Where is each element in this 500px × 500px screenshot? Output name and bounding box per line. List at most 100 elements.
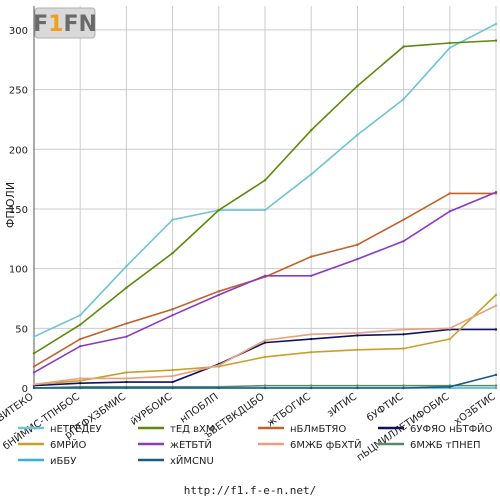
data-point	[448, 41, 451, 45]
data-point	[79, 379, 82, 383]
y-tick-label: 50	[15, 324, 28, 335]
y-tick-label: 300	[9, 26, 28, 37]
data-point	[263, 384, 267, 387]
data-point	[263, 274, 267, 277]
x-tick-label: йУРБОИС	[129, 391, 174, 427]
data-point	[310, 386, 313, 390]
data-point	[402, 384, 405, 387]
data-point	[171, 368, 174, 372]
data-point	[125, 286, 128, 289]
data-point	[310, 173, 313, 176]
data-point	[356, 133, 359, 137]
data-point	[494, 22, 498, 26]
data-point	[310, 274, 313, 277]
data-point	[125, 377, 128, 380]
data-point	[32, 335, 36, 338]
legend-label: 6МЖБ тПНЕП	[410, 440, 481, 451]
data-point	[171, 313, 174, 317]
data-point	[79, 337, 82, 341]
legend-label: жЕТБТЙ	[170, 438, 212, 451]
data-point	[402, 328, 405, 331]
series-lines	[32, 22, 498, 390]
y-tick-label: 250	[9, 86, 28, 97]
data-point	[217, 293, 220, 297]
data-point	[217, 290, 220, 293]
data-point	[125, 380, 128, 384]
data-point	[79, 386, 82, 390]
data-point	[402, 239, 405, 243]
data-point	[310, 128, 313, 132]
data-point	[402, 218, 405, 221]
grid	[33, 6, 497, 389]
data-point	[494, 293, 498, 297]
x-tick-label: бУФТИС	[365, 391, 405, 424]
data-point	[448, 46, 451, 49]
y-tick-label: 100	[9, 265, 28, 276]
legend-label: тЕД вХМ	[170, 424, 215, 435]
data-point	[402, 386, 405, 390]
data-point	[448, 192, 451, 195]
data-point	[217, 364, 220, 367]
data-point	[263, 339, 267, 342]
data-point	[448, 327, 451, 330]
data-point	[448, 337, 451, 341]
data-point	[494, 39, 498, 42]
data-point	[402, 45, 405, 48]
f1fn-logo: F1FN	[33, 7, 97, 39]
data-point	[171, 380, 174, 384]
data-point	[263, 341, 267, 344]
data-point	[402, 97, 405, 101]
data-point	[310, 333, 313, 336]
data-point	[494, 328, 498, 331]
data-point	[263, 386, 267, 390]
data-point	[125, 386, 128, 390]
x-tick-label: хОЗБТИС	[452, 391, 497, 427]
data-point	[32, 386, 36, 390]
legend-label: 6УФЯО нБТФЙО	[410, 422, 493, 435]
y-tick-label: 0	[22, 384, 28, 395]
data-point	[494, 386, 498, 390]
footer-url[interactable]: http://f1.f-e-n.net/	[184, 484, 316, 497]
data-point	[310, 337, 313, 341]
data-point	[171, 251, 174, 255]
data-point	[356, 386, 359, 390]
legend-label: нБЛмБТЯО	[290, 424, 346, 435]
legend-label: 6МРЙО	[50, 438, 87, 451]
data-point	[356, 84, 359, 88]
data-point	[494, 384, 498, 387]
data-point	[356, 348, 359, 351]
x-tick-label: зИТИС	[325, 391, 359, 419]
data-point	[402, 333, 405, 336]
data-point	[79, 323, 82, 326]
data-point	[79, 345, 82, 348]
x-tick-label: нПОБЛП	[178, 391, 220, 425]
data-point	[494, 304, 498, 307]
data-point	[448, 385, 451, 389]
data-point	[263, 208, 267, 212]
data-point	[402, 347, 405, 350]
data-point	[171, 308, 174, 311]
data-point	[125, 335, 128, 338]
data-point	[125, 265, 128, 268]
data-point	[32, 371, 36, 374]
data-point	[125, 371, 128, 374]
data-point	[448, 210, 451, 213]
legend-label: хЙМСNU	[170, 454, 214, 467]
data-point	[217, 386, 220, 390]
data-point	[171, 374, 174, 378]
data-point	[171, 218, 174, 221]
legend: нЕТГЕДЕУ тЕД вХМ нБЛмБТЯО 6УФЯО нБТФЙО 6МРЙО…	[18, 422, 493, 467]
data-point	[79, 382, 82, 385]
data-point	[494, 373, 498, 377]
data-point	[263, 355, 267, 359]
data-point	[356, 257, 359, 261]
data-point	[263, 179, 267, 182]
data-point	[356, 384, 359, 387]
data-point	[217, 208, 220, 212]
data-point	[356, 334, 359, 337]
data-point	[32, 383, 36, 386]
data-point	[310, 350, 313, 354]
data-point	[32, 352, 36, 355]
data-point	[310, 384, 313, 387]
